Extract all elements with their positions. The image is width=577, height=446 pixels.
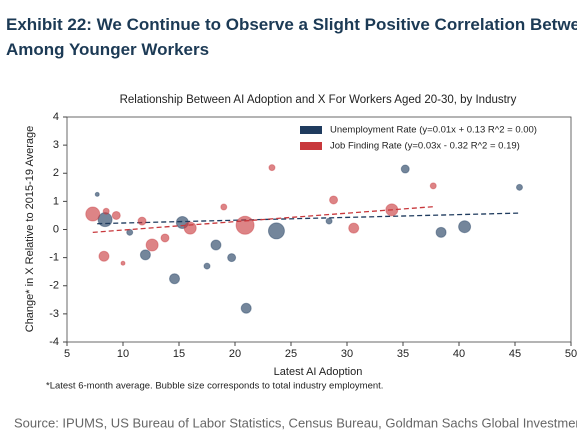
bubble bbox=[227, 253, 237, 263]
y-tick-label: 2 bbox=[53, 167, 59, 179]
bubble bbox=[515, 183, 523, 191]
bubble bbox=[268, 164, 276, 172]
bubble bbox=[137, 216, 147, 226]
x-tick-label: 25 bbox=[285, 348, 297, 360]
bubble bbox=[435, 226, 447, 238]
x-tick-label: 10 bbox=[117, 348, 129, 360]
y-axis-label: Change* in X Relative to 2015-19 Average bbox=[24, 126, 36, 333]
y-tick-label: 4 bbox=[53, 111, 59, 123]
footnote: *Latest 6-month average. Bubble size cor… bbox=[46, 381, 383, 392]
x-tick-label: 5 bbox=[64, 348, 70, 360]
x-tick-label: 20 bbox=[229, 348, 241, 360]
legend-swatch bbox=[300, 142, 322, 150]
bubble bbox=[85, 206, 101, 222]
bubble bbox=[111, 210, 121, 220]
bubble bbox=[203, 262, 211, 270]
x-axis-label: Latest AI Adoption bbox=[274, 366, 363, 378]
chart-title: Relationship Between AI Adoption and X F… bbox=[120, 94, 517, 106]
x-tick-label: 45 bbox=[509, 348, 521, 360]
header-title: Exhibit 22: We Continue to Observe a Sli… bbox=[6, 15, 577, 34]
legend-label: Unemployment Rate (y=0.01x + 0.13 R^2 = … bbox=[330, 125, 537, 136]
bubble bbox=[139, 249, 151, 261]
x-tick-label: 15 bbox=[173, 348, 185, 360]
y-tick-label: -3 bbox=[49, 308, 59, 320]
bubble bbox=[102, 207, 110, 215]
bubble bbox=[348, 222, 360, 234]
bubble bbox=[120, 260, 126, 266]
bubble bbox=[210, 239, 222, 251]
bubble bbox=[220, 203, 228, 211]
bubble bbox=[94, 191, 100, 197]
bubble bbox=[235, 215, 255, 235]
y-tick-label: -1 bbox=[49, 252, 59, 264]
bubble bbox=[145, 238, 159, 252]
bubble bbox=[160, 233, 170, 243]
bubble bbox=[126, 228, 134, 236]
bubble bbox=[240, 302, 252, 314]
legend-label: Job Finding Rate (y=0.03x - 0.32 R^2 = 0… bbox=[330, 141, 520, 152]
bubble bbox=[183, 221, 197, 235]
source: Source: IPUMS, US Bureau of Labor Statis… bbox=[14, 415, 577, 430]
x-tick-label: 40 bbox=[453, 348, 465, 360]
trend-line bbox=[97, 212, 520, 225]
x-tick-label: 30 bbox=[341, 348, 353, 360]
bubble bbox=[267, 222, 285, 240]
y-tick-label: -4 bbox=[49, 336, 59, 348]
legend-swatch bbox=[300, 126, 322, 134]
bubble bbox=[329, 195, 339, 205]
trend-line bbox=[92, 206, 434, 233]
bubble bbox=[98, 250, 110, 262]
y-tick-label: 1 bbox=[53, 195, 59, 207]
bubble bbox=[400, 164, 410, 174]
x-tick-label: 50 bbox=[565, 348, 577, 360]
bubble bbox=[325, 217, 333, 225]
bubble bbox=[429, 182, 437, 190]
y-tick-label: 0 bbox=[53, 223, 59, 235]
bubble bbox=[169, 273, 181, 285]
y-tick-label: 3 bbox=[53, 139, 59, 151]
bubble bbox=[458, 220, 472, 234]
header-title: Among Younger Workers bbox=[6, 40, 209, 59]
y-tick-label: -2 bbox=[49, 280, 59, 292]
x-tick-label: 35 bbox=[397, 348, 409, 360]
